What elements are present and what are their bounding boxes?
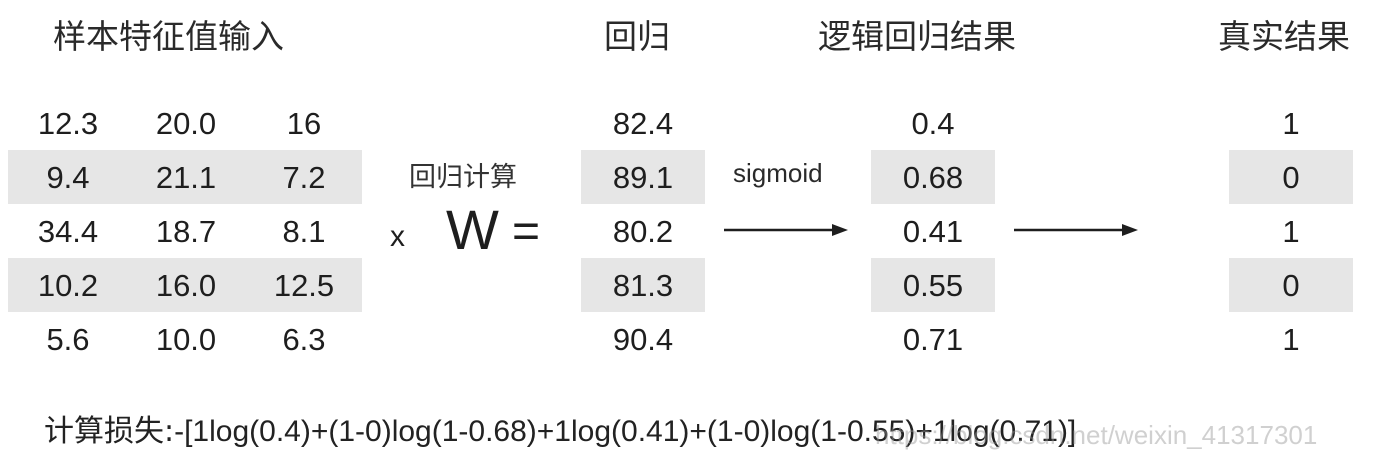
regression-cell: 82.4 — [612, 106, 674, 141]
loss-prefix: 计算损失: — [44, 414, 175, 449]
truth-cell: 1 — [1282, 106, 1300, 141]
regression-cell: 80.2 — [612, 214, 674, 249]
logistic-row-band-2 — [871, 150, 995, 204]
header-logistic-result: 逻辑回归结果 — [818, 17, 1016, 56]
logistic-cell: 0.68 — [902, 160, 964, 195]
truth-cell: 0 — [1282, 160, 1300, 195]
header-true-result: 真实结果 — [1218, 17, 1350, 56]
feature-cell: 6.3 — [282, 322, 326, 357]
feature-cell: 21.1 — [155, 160, 217, 195]
sigmoid-arrow-icon — [724, 224, 848, 236]
header-regression: 回归 — [604, 17, 670, 56]
truth-cell: 0 — [1282, 268, 1300, 303]
feature-cell: 20.0 — [155, 106, 217, 141]
truth-row-band-4 — [1229, 258, 1353, 312]
logistic-cell: 0.71 — [902, 322, 964, 357]
regression-calc-label: 回归计算 — [409, 162, 517, 193]
feature-cell: 7.2 — [282, 160, 326, 195]
feature-cell: 12.5 — [273, 268, 335, 303]
logistic-cell: 0.55 — [902, 268, 964, 303]
feature-cell: 10.0 — [155, 322, 217, 357]
watermark: https://blog.csdn.net/weixin_41317301 — [875, 420, 1318, 450]
result-arrow-icon — [1014, 224, 1138, 236]
feature-row-band-4 — [8, 258, 362, 312]
truth-row-band-2 — [1229, 150, 1353, 204]
feature-cell: 12.3 — [37, 106, 99, 141]
feature-cell: 5.6 — [46, 322, 90, 357]
feature-cell: 9.4 — [46, 160, 90, 195]
logistic-cell: 0.4 — [911, 106, 955, 141]
feature-cell: 34.4 — [37, 214, 99, 249]
feature-row-band-2 — [8, 150, 362, 204]
regression-cell: 89.1 — [612, 160, 674, 195]
loss-formula: 计算损失:-[1log(0.4)+(1-0)log(1-0.68)+1log(0… — [44, 412, 1076, 452]
feature-cell: 10.2 — [37, 268, 99, 303]
times-symbol: x — [390, 220, 405, 253]
equals-symbol: = — [512, 205, 541, 258]
regression-cell: 90.4 — [612, 322, 674, 357]
regression-row-band-4 — [581, 258, 705, 312]
sigmoid-label: sigmoid — [733, 158, 823, 188]
truth-cell: 1 — [1282, 322, 1300, 357]
loss-expression: -[1log(0.4)+(1-0)log(1-0.68)+1log(0.41)+… — [174, 415, 1077, 448]
feature-cell: 16.0 — [155, 268, 217, 303]
header-feature-input: 样本特征值输入 — [53, 17, 284, 56]
truth-cell: 1 — [1282, 214, 1300, 249]
feature-cell: 8.1 — [282, 214, 326, 249]
regression-cell: 81.3 — [612, 268, 674, 303]
weight-symbol: W — [446, 198, 499, 261]
regression-row-band-2 — [581, 150, 705, 204]
logistic-cell: 0.41 — [902, 214, 964, 249]
logistic-row-band-4 — [871, 258, 995, 312]
feature-cell: 16 — [286, 106, 322, 141]
feature-cell: 18.7 — [155, 214, 217, 249]
